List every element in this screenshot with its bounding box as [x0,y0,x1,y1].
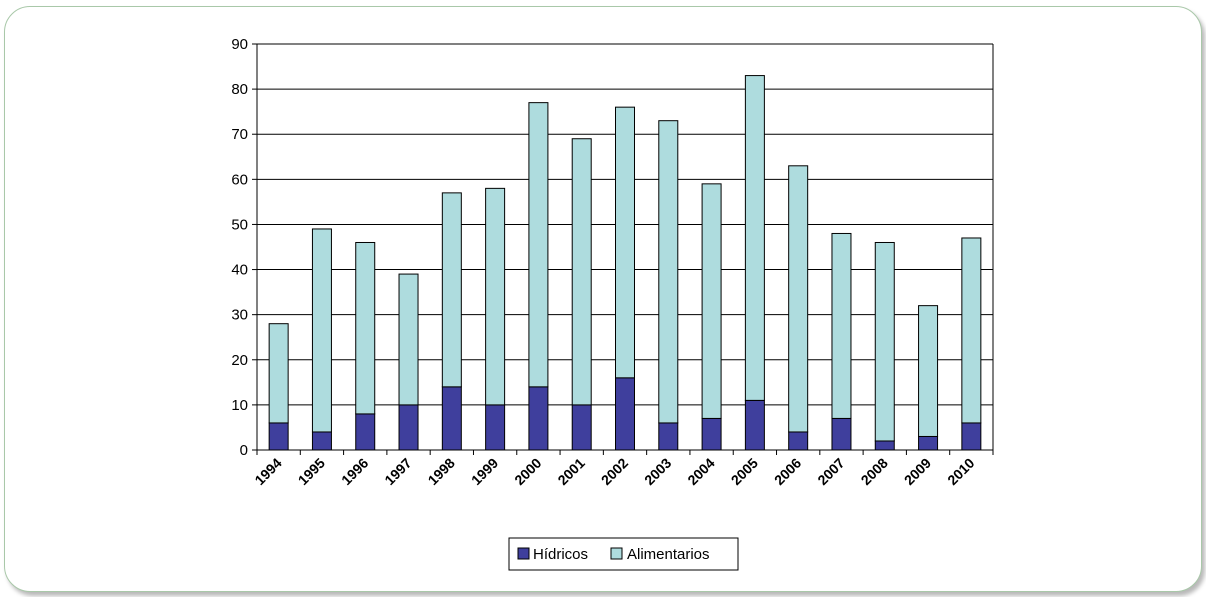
legend-box [508,537,739,571]
x-tick-label: 2005 [728,455,761,488]
y-tick-label: 10 [231,397,248,414]
bar-hidricos-2004 [701,417,722,451]
y-tick-label: 0 [240,442,248,459]
y-tick-label: 50 [231,216,248,233]
bar-hidricos-1998 [441,386,462,451]
bar-alimentarios-2001 [571,138,592,406]
x-tick-label: 1998 [425,455,458,488]
bar-alimentarios-2006 [788,165,809,433]
bar-hidricos-2005 [744,399,765,451]
bar-hidricos-1997 [398,404,419,451]
y-tick-label: 40 [231,262,248,279]
legend-swatch-hidricos [517,547,530,560]
bar-alimentarios-2000 [528,102,549,388]
y-tick-labels: 0 10 20 30 40 50 60 70 80 90 [231,36,248,459]
x-tick-label: 2004 [684,455,717,488]
bar-alimentarios-2009 [918,305,939,437]
legend-label-hidricos: Hídricos [533,546,588,563]
bar-hidricos-1996 [355,413,376,451]
x-tick-label: 1999 [468,455,501,488]
bar-hidricos-1994 [268,422,289,451]
x-tick-label: 2002 [598,455,631,488]
y-tick-label: 70 [231,126,248,143]
bar-hidricos-2007 [831,417,852,451]
y-tick-label: 60 [231,171,248,188]
x-tick-label: 2006 [771,455,804,488]
bar-hidricos-2009 [918,435,939,451]
bar-alimentarios-1996 [355,241,376,415]
bar-hidricos-1999 [485,404,506,451]
bar-alimentarios-2007 [831,232,852,419]
x-tick-label: 2000 [511,455,544,488]
bar-alimentarios-2010 [961,237,982,424]
x-tick-label: 2001 [554,455,587,488]
x-tick-label: 1995 [295,455,328,488]
chart-frame [4,6,1202,592]
x-tick-label: 1994 [251,455,284,488]
bar-hidricos-2001 [571,404,592,451]
bar-alimentarios-1998 [441,192,462,388]
x-tick-label: 1997 [381,455,414,488]
bar-hidricos-2002 [615,377,635,451]
y-tick-label: 30 [231,307,248,324]
bar-hidricos-2008 [874,440,895,451]
y-tick-label: 90 [231,36,248,53]
bar-hidricos-2003 [658,422,679,451]
legend: Hídricos Alimentarios [508,537,739,571]
bar-alimentarios-2005 [744,75,765,401]
x-tick-label: 2009 [901,455,934,488]
axes [256,44,994,451]
x-tick-label: 2008 [858,455,891,488]
x-tick-labels: 1994 1995 1996 1997 1998 1999 2000 2001 2002 2003… [251,455,977,488]
bar-alimentarios-1999 [485,187,506,406]
y-tick-label: 80 [231,81,248,98]
bar-hidricos-2010 [961,422,982,451]
bar-alimentarios-1997 [398,273,419,406]
legend-label-alimentarios: Alimentarios [627,546,710,563]
legend-swatch-alimentarios [610,547,623,560]
x-tick-label: 1996 [338,455,371,488]
bar-alimentarios-2002 [615,106,635,379]
bar-alimentarios-2003 [658,120,679,424]
bar-alimentarios-2004 [701,183,722,419]
bar-alimentarios-1994 [268,323,289,424]
bar-hidricos-2006 [788,431,809,451]
x-tick-label: 2010 [944,455,977,488]
x-tick-label: 2007 [814,455,847,488]
bar-alimentarios-1995 [311,228,332,433]
x-tick-label: 2003 [641,455,674,488]
bars [268,75,982,451]
bar-hidricos-2000 [528,386,549,451]
y-tick-label: 20 [231,352,248,369]
bar-alimentarios-2008 [874,241,895,442]
bar-hidricos-1995 [311,431,332,451]
